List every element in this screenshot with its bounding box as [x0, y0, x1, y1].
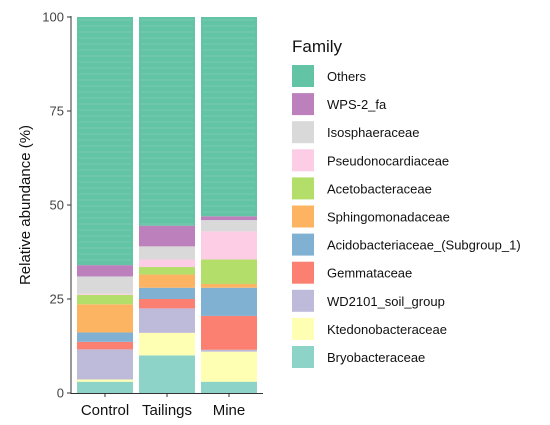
y-tick-label-75: 75: [50, 104, 64, 119]
legend-label-3: Pseudonocardiaceae: [327, 153, 449, 168]
bar-segment-control-4: [77, 332, 133, 342]
bar-segment-control-7: [77, 293, 133, 295]
y-tick-label-100: 100: [42, 10, 64, 25]
legend-key-5: [292, 205, 314, 228]
legend-label-2: Isosphaeraceae: [327, 125, 420, 140]
bar-segment-mine-10: [201, 17, 257, 217]
bar-segment-control-8: [77, 276, 133, 294]
legend-label-5: Sphingomonadaceae: [327, 210, 450, 225]
plot-area: [77, 17, 257, 393]
legend-key-3: [292, 149, 314, 172]
legend: Family Others WPS-2_fa Isosphaeraceae Pseud…: [292, 37, 521, 368]
y-tick-label-0: 0: [57, 386, 64, 401]
bar-segment-mine-1: [201, 351, 257, 382]
bar-segment-tailings-10: [139, 17, 195, 226]
bar-segment-mine-2: [201, 349, 257, 352]
bar-segment-tailings-0: [139, 355, 195, 393]
x-axis: Control Tailings Mine: [71, 393, 263, 419]
bar-segment-tailings-1: [139, 332, 195, 356]
y-axis: 0 25 50 75 100: [42, 10, 72, 401]
bar-segment-mine-9: [201, 216, 257, 221]
bar-segment-control-6: [77, 294, 133, 305]
bar-segment-tailings-6: [139, 267, 195, 275]
y-tick-label-50: 50: [50, 198, 64, 213]
bar-segment-tailings-4: [139, 287, 195, 299]
bar-segment-control-9: [77, 265, 133, 277]
legend-key-10: [292, 346, 314, 368]
y-tick-label-25: 25: [50, 292, 64, 307]
bar-segment-mine-8: [201, 220, 257, 232]
bar-segment-mine-3: [201, 315, 257, 350]
bar-segment-control-3: [77, 341, 133, 350]
legend-key-4: [292, 177, 314, 200]
x-tick-label-control: Control: [81, 402, 129, 419]
legend-label-0: Others: [327, 69, 367, 84]
bar-segment-mine-6: [201, 259, 257, 284]
legend-label-4: Acetobacteraceae: [327, 181, 432, 196]
bar-segment-tailings-3: [139, 299, 195, 309]
bar-segment-control-2: [77, 349, 133, 380]
legend-label-1: WPS-2_fa: [327, 97, 387, 112]
legend-label-6: Acidobacteriaceae_(Subgroup_1): [327, 238, 521, 253]
x-tick-label-mine: Mine: [213, 402, 246, 419]
legend-label-7: Gemmataceae: [327, 266, 412, 281]
bar-segment-tailings-9: [139, 225, 195, 247]
bar-segment-control-1: [77, 379, 133, 382]
legend-title: Family: [292, 37, 343, 56]
x-tick-label-tailings: Tailings: [142, 402, 192, 419]
bar-segment-tailings-7: [139, 259, 195, 268]
legend-key-9: [292, 317, 314, 340]
legend-label-8: WD2101_soil_group: [327, 294, 445, 309]
bar-segment-control-5: [77, 304, 133, 333]
bar-segment-mine-7: [201, 231, 257, 260]
bar-segment-tailings-8: [139, 246, 195, 260]
legend-label-10: Bryobacteraceae: [327, 350, 425, 365]
bar-segment-tailings-5: [139, 274, 195, 288]
legend-key-7: [292, 261, 314, 284]
bar-segment-mine-0: [201, 381, 257, 393]
legend-key-6: [292, 233, 314, 256]
legend-key-1: [292, 93, 314, 116]
y-axis-title: Relative abundance (%): [17, 125, 34, 285]
bar-segment-tailings-2: [139, 308, 195, 333]
bar-segment-mine-5: [201, 283, 257, 288]
bar-segment-control-10: [77, 17, 133, 266]
bar-segment-control-0: [77, 381, 133, 393]
bar-segment-mine-4: [201, 287, 257, 316]
legend-label-9: Ktedonobacteraceae: [327, 322, 447, 337]
legend-key-0: [292, 65, 314, 87]
legend-key-8: [292, 289, 314, 312]
legend-key-2: [292, 121, 314, 144]
